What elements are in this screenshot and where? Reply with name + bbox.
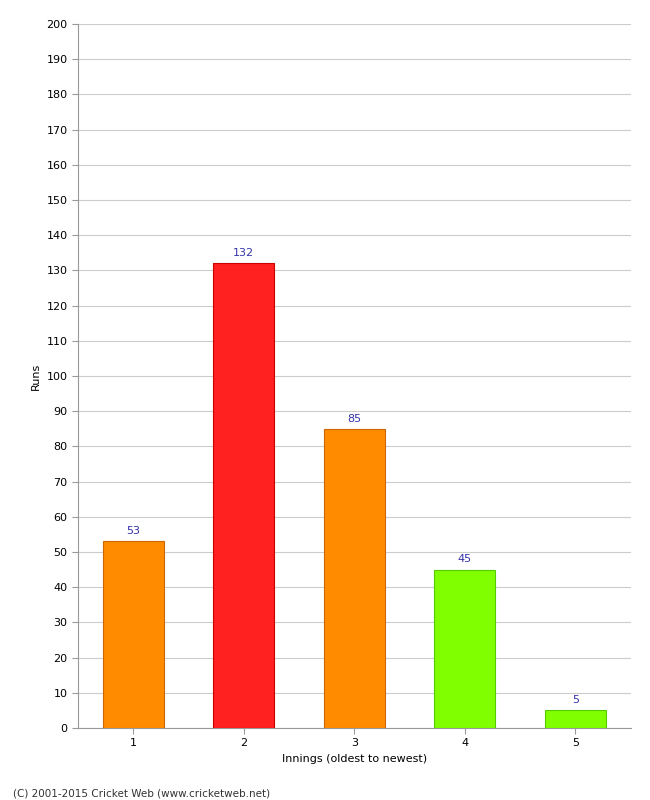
Text: 53: 53: [126, 526, 140, 536]
Text: 45: 45: [458, 554, 472, 564]
Y-axis label: Runs: Runs: [31, 362, 41, 390]
Text: 132: 132: [233, 248, 254, 258]
X-axis label: Innings (oldest to newest): Innings (oldest to newest): [281, 754, 427, 764]
Text: 5: 5: [572, 695, 578, 705]
Bar: [213, 263, 274, 728]
Text: (C) 2001-2015 Cricket Web (www.cricketweb.net): (C) 2001-2015 Cricket Web (www.cricketwe…: [13, 788, 270, 798]
Bar: [545, 710, 606, 728]
Bar: [324, 429, 385, 728]
Bar: [103, 542, 164, 728]
Bar: [434, 570, 495, 728]
Text: 85: 85: [347, 414, 361, 423]
